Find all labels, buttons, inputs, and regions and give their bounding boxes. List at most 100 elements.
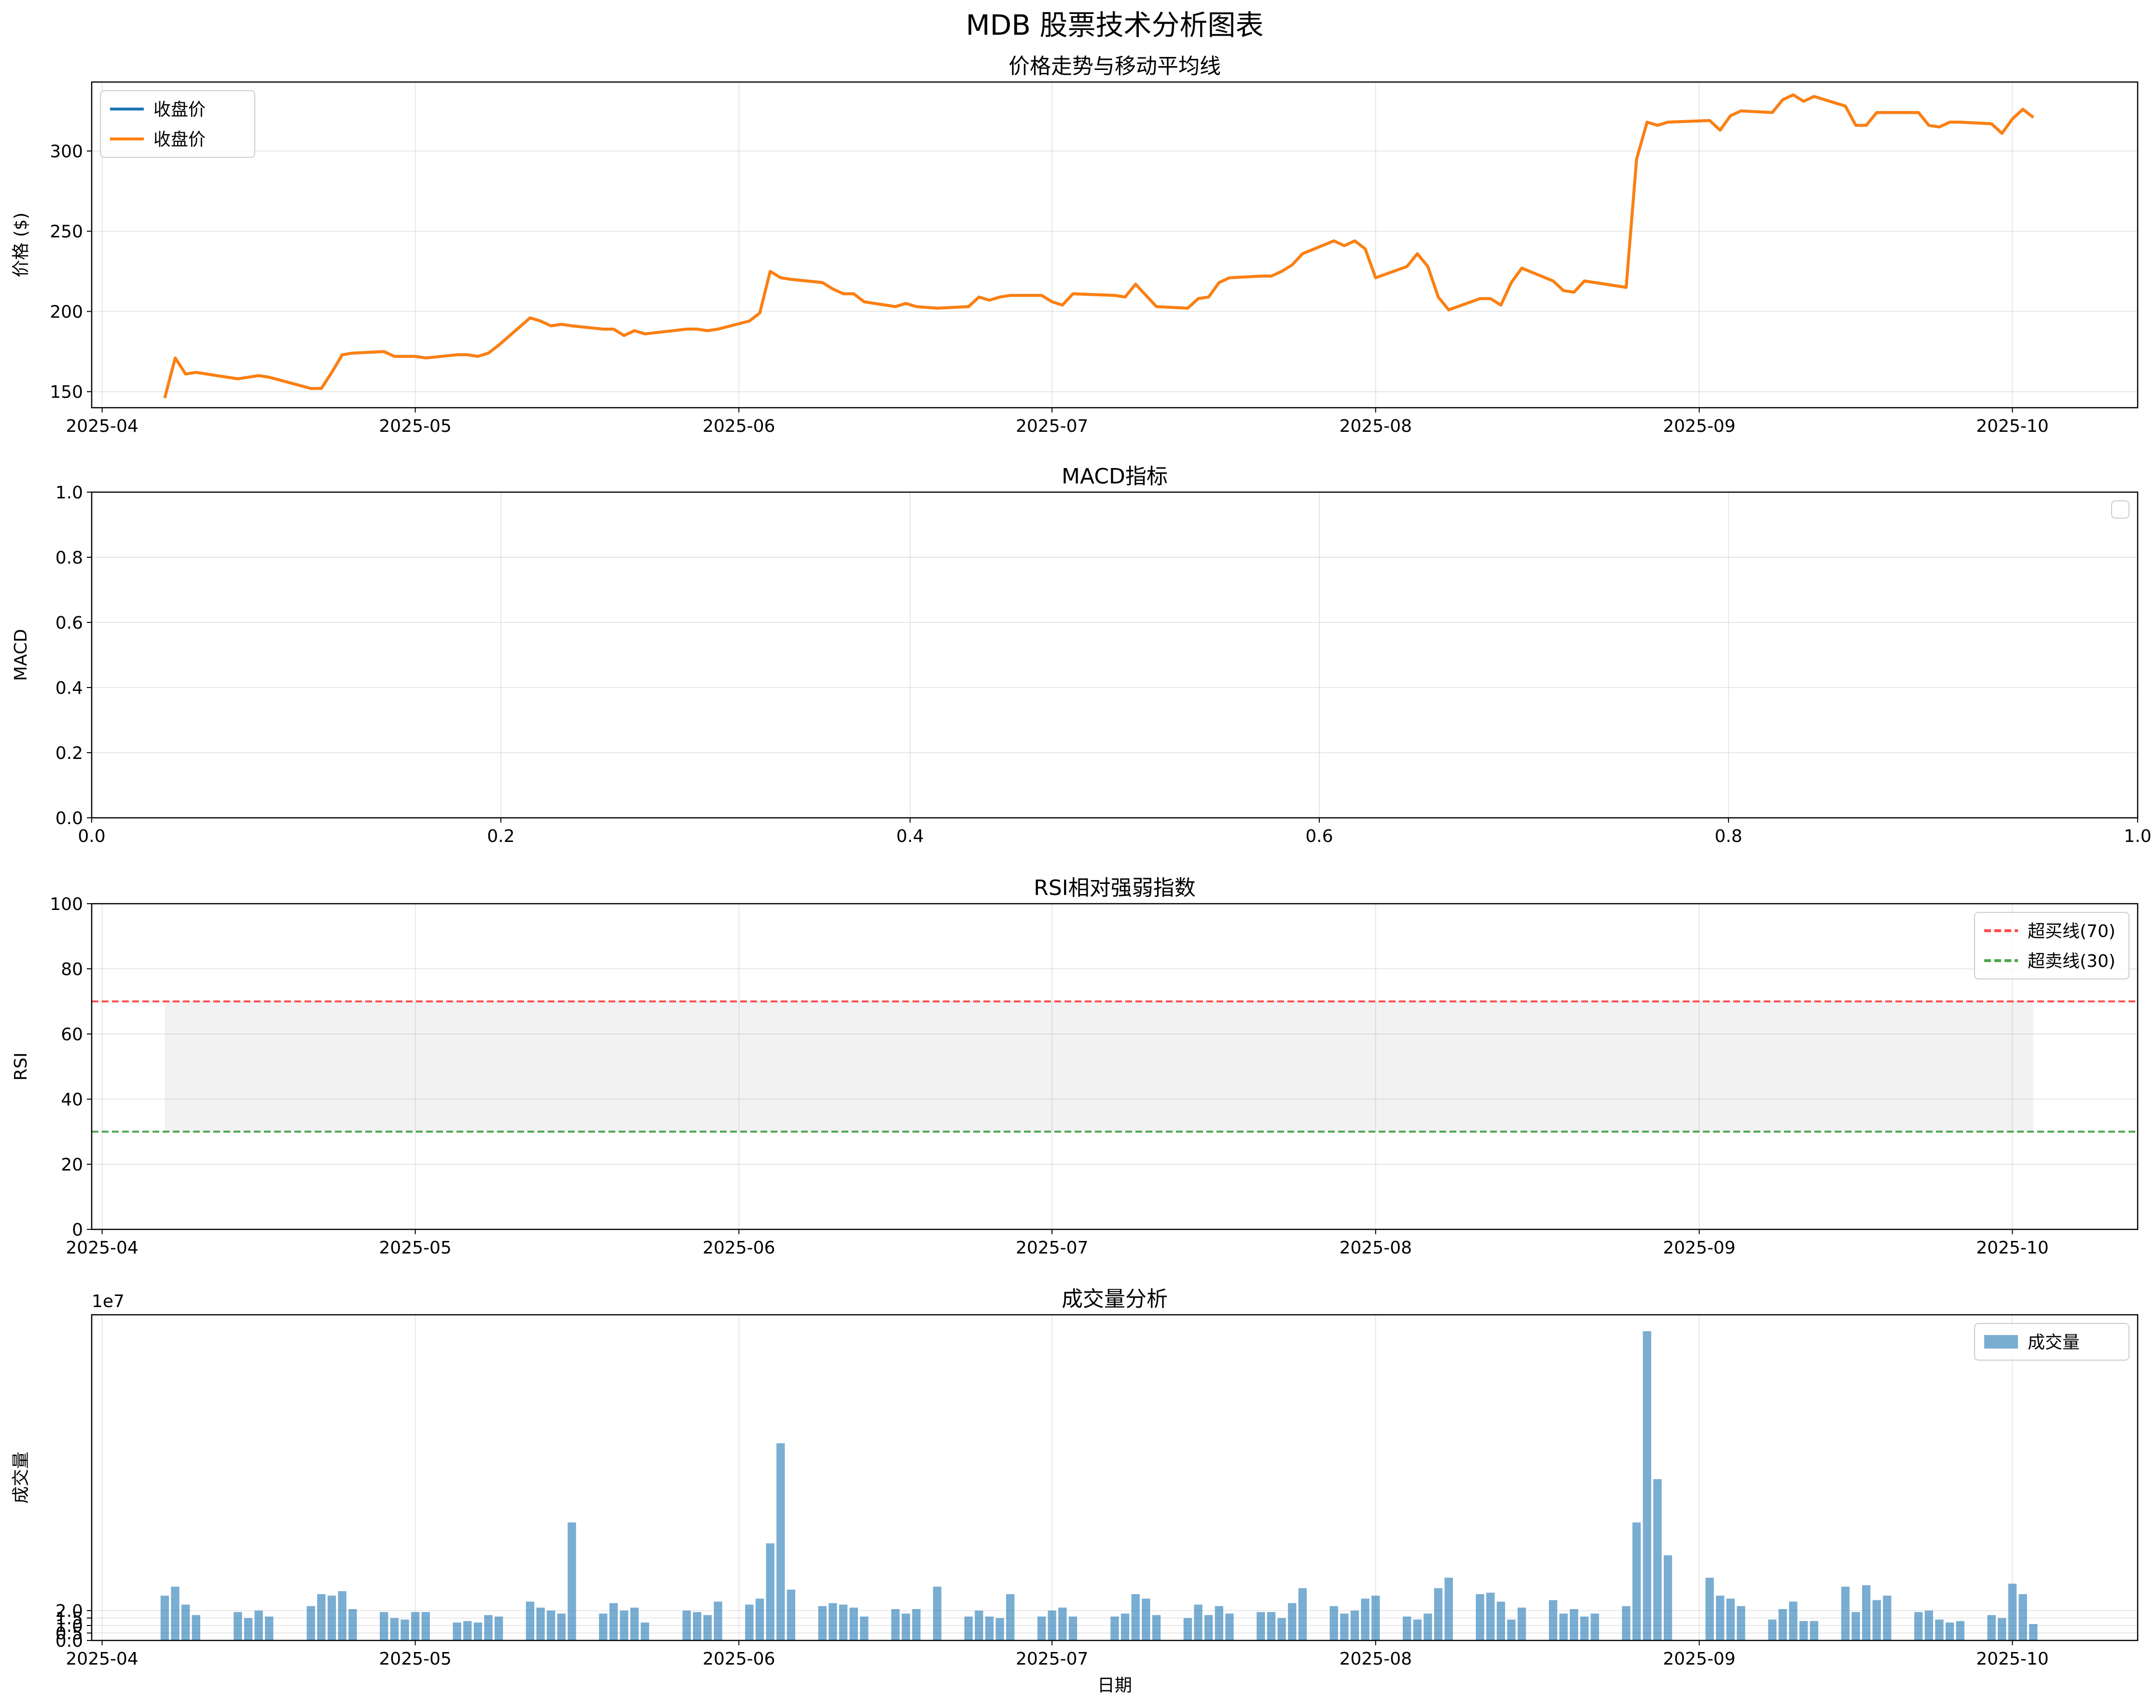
volume-bar [244,1618,253,1640]
volume-bar [1810,1621,1819,1640]
y-tick-label: 0.8 [55,548,83,568]
x-tick-label: 2025-08 [1340,416,1412,436]
volume-bar [1883,1596,1892,1640]
y-tick-label: 0.6 [55,613,83,633]
volume-bar [411,1612,420,1640]
panel-title: RSI相对强弱指数 [1034,876,1195,900]
y-axis-label: MACD [11,629,31,681]
volume-bar [192,1615,200,1640]
volume-bar [1329,1606,1338,1640]
volume-bar [1413,1619,1422,1640]
volume-bar [181,1604,190,1640]
x-axis-label: 日期 [1097,1676,1132,1695]
volume-bar [599,1613,608,1640]
volume-bar [1705,1577,1714,1640]
volume-bar [1570,1609,1578,1640]
volume-bar [995,1618,1004,1640]
volume-bar [1841,1586,1850,1640]
volume-bar [1204,1615,1213,1640]
legend-label: 超卖线(30) [2028,951,2115,971]
volume-bar [1590,1613,1599,1640]
volume-bar [964,1616,973,1640]
volume-bar [1444,1577,1453,1640]
volume-bar [1110,1616,1119,1640]
volume-bar [1131,1594,1140,1640]
volume-bar [421,1612,430,1640]
volume-bar [1987,1615,1996,1640]
volume-bar [714,1601,722,1640]
volume-bar [567,1522,576,1640]
volume-bar [829,1603,837,1640]
volume-bar [1006,1594,1015,1640]
volume-bar [1225,1613,1234,1640]
volume-bar [160,1596,169,1640]
volume-bar [1789,1601,1797,1640]
plot-area [92,904,2138,1229]
y-tick-label: 0.5 [55,1624,83,1644]
legend-box [2111,500,2129,519]
volume-bar [338,1591,346,1640]
y-tick-label: 40 [61,1090,83,1110]
volume-bar [547,1611,555,1640]
volume-bar [1340,1613,1349,1640]
legend-label: 收盘价 [153,130,206,150]
y-tick-label: 1.5 [55,1609,83,1629]
volume-bar [609,1603,618,1640]
x-tick-label: 2025-10 [1976,1238,2048,1258]
volume-bar [2008,1584,2017,1640]
volume-bar [1945,1622,1954,1640]
y-axis-label: RSI [11,1052,31,1080]
volume-bar [1486,1592,1495,1640]
y-tick-label: 0 [72,1220,83,1240]
volume-bar [1507,1619,1516,1640]
volume-bar [1737,1606,1745,1640]
volume-bar [1580,1616,1589,1640]
plot-area [92,1315,2138,1640]
volume-bar [317,1594,326,1640]
legend-label: 成交量 [2028,1333,2080,1352]
x-tick-label: 2025-04 [66,416,138,436]
volume-bar [849,1607,858,1640]
x-tick-label: 2025-05 [379,1649,451,1669]
x-tick-label: 2025-06 [703,1649,775,1669]
volume-bar [401,1619,409,1640]
volume-bar [525,1601,535,1640]
volume-bar [536,1607,545,1640]
volume-bar [1872,1600,1881,1640]
volume-bar [912,1609,921,1640]
volume-bar [1518,1607,1526,1640]
volume-bar [620,1611,628,1640]
series-line-1 [163,93,2034,399]
y-tick-label: 0.0 [55,809,83,828]
volume-bar [453,1622,461,1640]
volume-bar [1257,1612,1265,1640]
y-tick-label: 20 [61,1155,83,1175]
volume-bar [1716,1596,1725,1640]
axes-frame [91,81,2139,409]
legend-box [1974,1323,2129,1361]
volume-bar [254,1611,263,1640]
volume-bar [682,1611,691,1640]
volume-bar [327,1596,336,1640]
x-tick-label: 2025-04 [66,1238,138,1258]
volume-bar [818,1606,827,1640]
legend-label: 收盘价 [153,100,206,120]
volume-bar [766,1543,774,1640]
volume-bar [839,1604,848,1640]
panel-title: MACD指标 [1062,464,1168,489]
volume-bar [1653,1479,1662,1640]
volume-bar [1068,1616,1078,1640]
y-tick-label: 250 [50,222,83,242]
x-tick-label: 2025-07 [1016,1238,1088,1258]
neutral-zone-band [165,1001,2033,1132]
volume-bar [1058,1607,1067,1640]
x-tick-label: 2025-07 [1016,416,1088,436]
x-tick-label: 2025-06 [703,1238,775,1258]
x-tick-label: 2025-10 [1976,1649,2048,1669]
volume-bar [1434,1588,1443,1640]
y-tick-label: 60 [61,1025,83,1045]
x-tick-label: 2025-10 [1976,416,2048,436]
volume-bar [1037,1616,1046,1640]
x-tick-label: 2025-09 [1663,1238,1735,1258]
volume-bar [171,1586,180,1640]
